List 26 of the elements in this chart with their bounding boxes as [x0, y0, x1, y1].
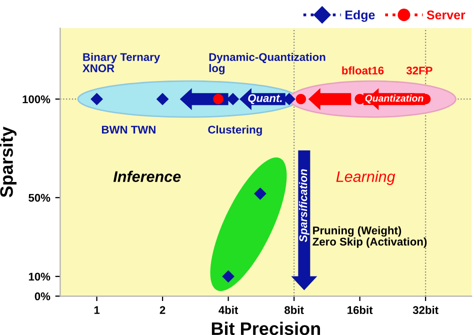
y-tick-label: 0%: [34, 292, 50, 300]
annotation: Pruning (Weight) Zero Skip (Activation): [312, 226, 427, 248]
y-axis-title: Sparsity: [0, 126, 17, 198]
y-tick-label: 50%: [28, 194, 50, 202]
y-tick-label: 10%: [28, 272, 50, 281]
x-tick-label: 4bit: [218, 306, 238, 314]
legend-label: Server: [426, 10, 466, 20]
annotation: Dynamic-Quantization log: [209, 52, 326, 74]
annotation: Inference: [113, 170, 181, 182]
annotation: Quant.: [248, 94, 282, 104]
annotation: Learning: [336, 170, 396, 186]
x-tick-label: 2: [160, 306, 166, 314]
legend-label: Edge: [345, 10, 375, 22]
annotation: Quantization: [365, 94, 424, 104]
x-tick-label: 1: [94, 306, 100, 314]
x-axis-title: Bit Precision: [212, 322, 320, 335]
annotation: Clustering: [208, 125, 262, 136]
x-tick-label: 32bit: [412, 306, 438, 314]
annotation: Sparsification: [298, 169, 310, 242]
annotation: BWN TWN: [102, 126, 156, 134]
y-tick-label: 100%: [22, 95, 50, 104]
annotation: Binary Ternary XNOR: [82, 52, 160, 72]
annotation: 32FP: [406, 66, 432, 74]
x-tick-label: 16bit: [348, 306, 373, 314]
x-tick-label: 8bit: [284, 306, 304, 314]
annotation: bfloat16: [342, 66, 384, 74]
